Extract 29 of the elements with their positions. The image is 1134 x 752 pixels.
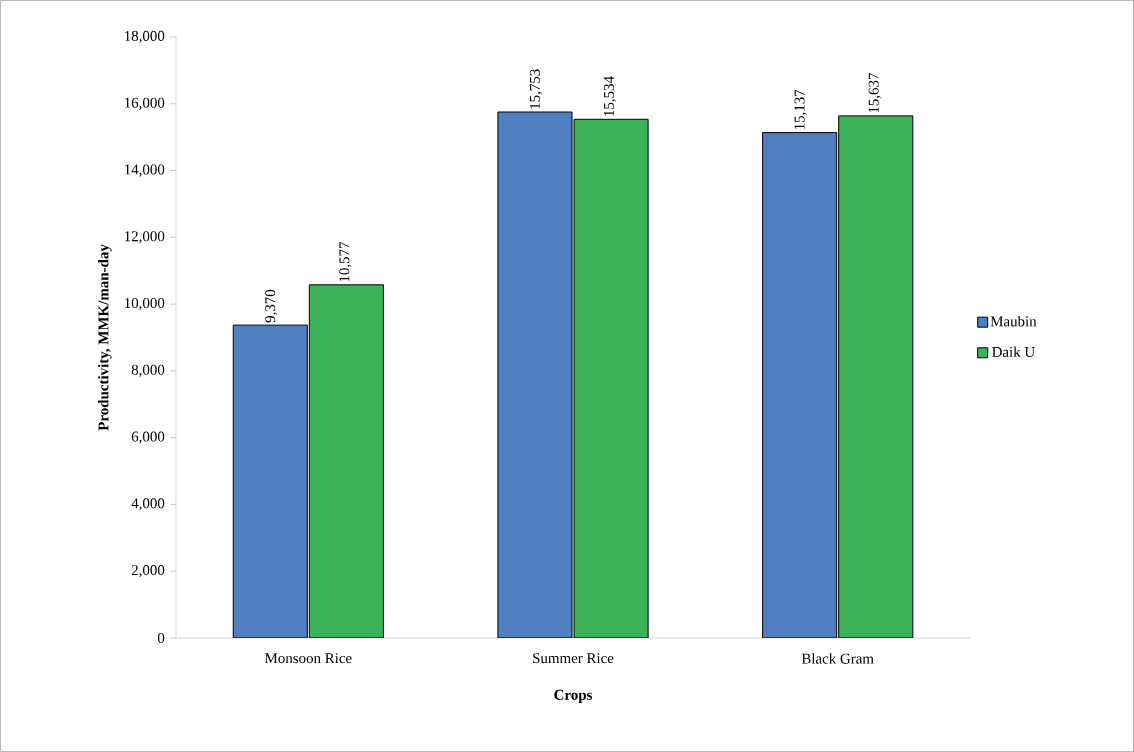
y-tick-label: 2,000 (131, 565, 165, 578)
legend-label: Maubin (990, 315, 1037, 327)
y-tick-label: 4,000 (131, 498, 165, 511)
y-tick-label: 16,000 (125, 97, 165, 110)
data-label: 15,534 (603, 76, 617, 116)
bar (232, 324, 308, 638)
y-tick-label: 6,000 (131, 431, 165, 444)
data-label: 15,753 (529, 69, 543, 109)
bar (497, 111, 573, 638)
y-tick-label: 10,000 (125, 297, 165, 311)
x-tick-label: Black Gram (801, 653, 874, 664)
x-axis-title: Crops (554, 689, 593, 703)
y-tick-label: 8,000 (131, 364, 165, 377)
legend-label: Daik U (992, 346, 1035, 357)
data-label: 10,577 (339, 241, 352, 282)
data-label: 15,137 (794, 89, 807, 130)
bar (838, 115, 914, 638)
y-tick-label: 12,000 (125, 231, 165, 244)
bar (573, 118, 649, 638)
y-tick-label: 0 (157, 632, 165, 644)
data-label: 9,370 (265, 289, 278, 323)
bar (762, 132, 838, 638)
bar (308, 284, 384, 638)
y-axis-title: Productivity, MMK/man-day (97, 244, 112, 431)
x-tick-label: Monsoon Rice (264, 653, 352, 664)
data-label: 15,637 (868, 73, 881, 113)
y-tick-label: 18,000 (125, 30, 165, 44)
x-tick-label: Summer Rice (533, 653, 614, 664)
y-tick-label: 14,000 (125, 164, 165, 177)
